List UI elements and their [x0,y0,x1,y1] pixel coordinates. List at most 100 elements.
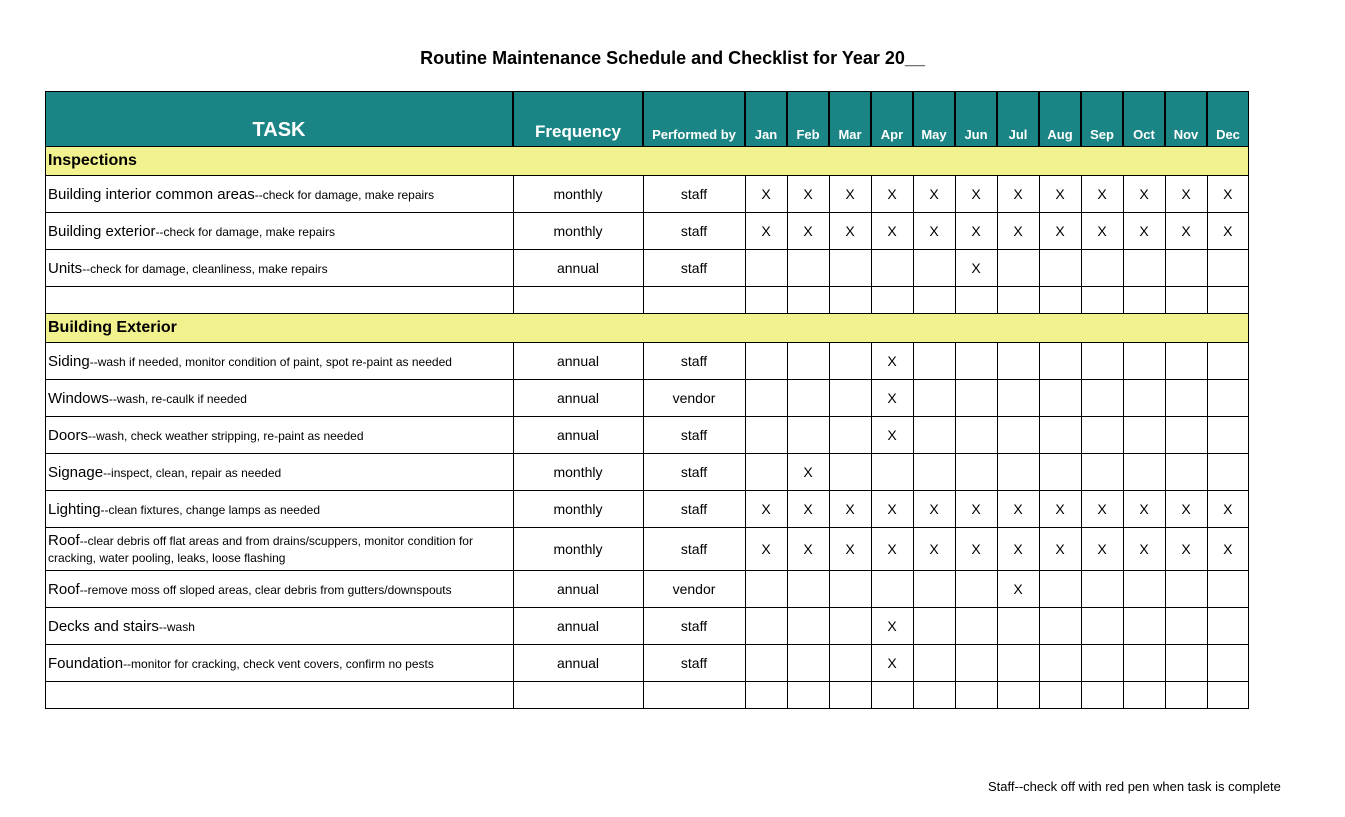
frequency-cell: annual [513,417,643,454]
month-cell [829,608,871,645]
month-cell: X [1207,528,1249,571]
month-cell [829,571,871,608]
month-cell [1123,417,1165,454]
blank-cell [745,287,787,314]
month-cell [1207,250,1249,287]
performedby-cell: staff [643,608,745,645]
month-cell: X [913,491,955,528]
month-cell [1207,645,1249,682]
month-cell [1207,454,1249,491]
month-cell [1165,645,1207,682]
month-cell: X [1165,491,1207,528]
col-performedby: Performed by [643,92,745,147]
section-row: Building Exterior [46,314,1249,343]
performedby-cell: staff [643,343,745,380]
footnote: Staff--check off with red pen when task … [988,779,1345,794]
task-detail: --check for damage, cleanliness, make re… [82,262,327,276]
frequency-cell: monthly [513,213,643,250]
month-cell: X [829,213,871,250]
month-cell [1207,380,1249,417]
month-cell: X [1081,528,1123,571]
blank-cell [1165,287,1207,314]
month-cell: X [1081,176,1123,213]
month-cell: X [1039,176,1081,213]
col-sep: Sep [1081,92,1123,147]
blank-cell [1039,682,1081,709]
task-detail: --wash, check weather stripping, re-pain… [88,429,363,443]
month-cell: X [871,213,913,250]
month-cell [955,645,997,682]
month-cell [745,454,787,491]
month-cell: X [745,528,787,571]
blank-row [46,287,1249,314]
month-cell [1123,250,1165,287]
task-main: Doors [48,427,88,444]
section-header: Inspections [46,147,1249,176]
table-row: Units--check for damage, cleanliness, ma… [46,250,1249,287]
blank-cell [955,682,997,709]
month-cell [1207,417,1249,454]
month-cell: X [871,176,913,213]
month-cell: X [871,528,913,571]
month-cell [997,343,1039,380]
col-oct: Oct [1123,92,1165,147]
section-header: Building Exterior [46,314,1249,343]
table-row: Foundation--monitor for cracking, check … [46,645,1249,682]
blank-cell [513,682,643,709]
table-row: Decks and stairs--washannualstaffX [46,608,1249,645]
month-cell [1081,343,1123,380]
performedby-cell: staff [643,417,745,454]
month-cell [913,645,955,682]
blank-cell [913,287,955,314]
task-main: Roof [48,581,80,598]
frequency-cell: monthly [513,491,643,528]
task-detail: --check for damage, make repairs [255,188,434,202]
month-cell: X [829,491,871,528]
blank-cell [46,682,514,709]
task-cell: Signage--inspect, clean, repair as neede… [46,454,514,491]
month-cell: X [871,343,913,380]
col-mar: Mar [829,92,871,147]
month-cell: X [787,454,829,491]
month-cell: X [871,645,913,682]
month-cell [1165,250,1207,287]
month-cell [1039,343,1081,380]
month-cell: X [955,213,997,250]
task-detail: --wash if needed, monitor condition of p… [90,355,452,369]
frequency-cell: monthly [513,454,643,491]
month-cell [745,645,787,682]
month-cell: X [955,176,997,213]
month-cell: X [1165,528,1207,571]
page-title: Routine Maintenance Schedule and Checkli… [0,0,1345,91]
task-main: Lighting [48,501,101,518]
blank-row [46,682,1249,709]
col-jul: Jul [997,92,1039,147]
section-row: Inspections [46,147,1249,176]
blank-cell [1165,682,1207,709]
month-cell: X [829,528,871,571]
frequency-cell: annual [513,343,643,380]
month-cell [955,343,997,380]
task-cell: Roof--clear debris off flat areas and fr… [46,528,514,571]
task-cell: Windows--wash, re-caulk if needed [46,380,514,417]
performedby-cell: vendor [643,380,745,417]
month-cell [829,380,871,417]
table-row: Roof--clear debris off flat areas and fr… [46,528,1249,571]
task-main: Units [48,260,82,277]
task-main: Building exterior [48,223,156,240]
month-cell [1123,380,1165,417]
month-cell [1081,454,1123,491]
month-cell [913,250,955,287]
table-row: Roof--remove moss off sloped areas, clea… [46,571,1249,608]
month-cell [997,608,1039,645]
month-cell [1039,645,1081,682]
month-cell [1123,343,1165,380]
month-cell: X [955,250,997,287]
blank-cell [643,287,745,314]
performedby-cell: vendor [643,571,745,608]
month-cell [787,250,829,287]
performedby-cell: staff [643,491,745,528]
blank-cell [829,682,871,709]
month-cell: X [913,213,955,250]
month-cell [1123,454,1165,491]
